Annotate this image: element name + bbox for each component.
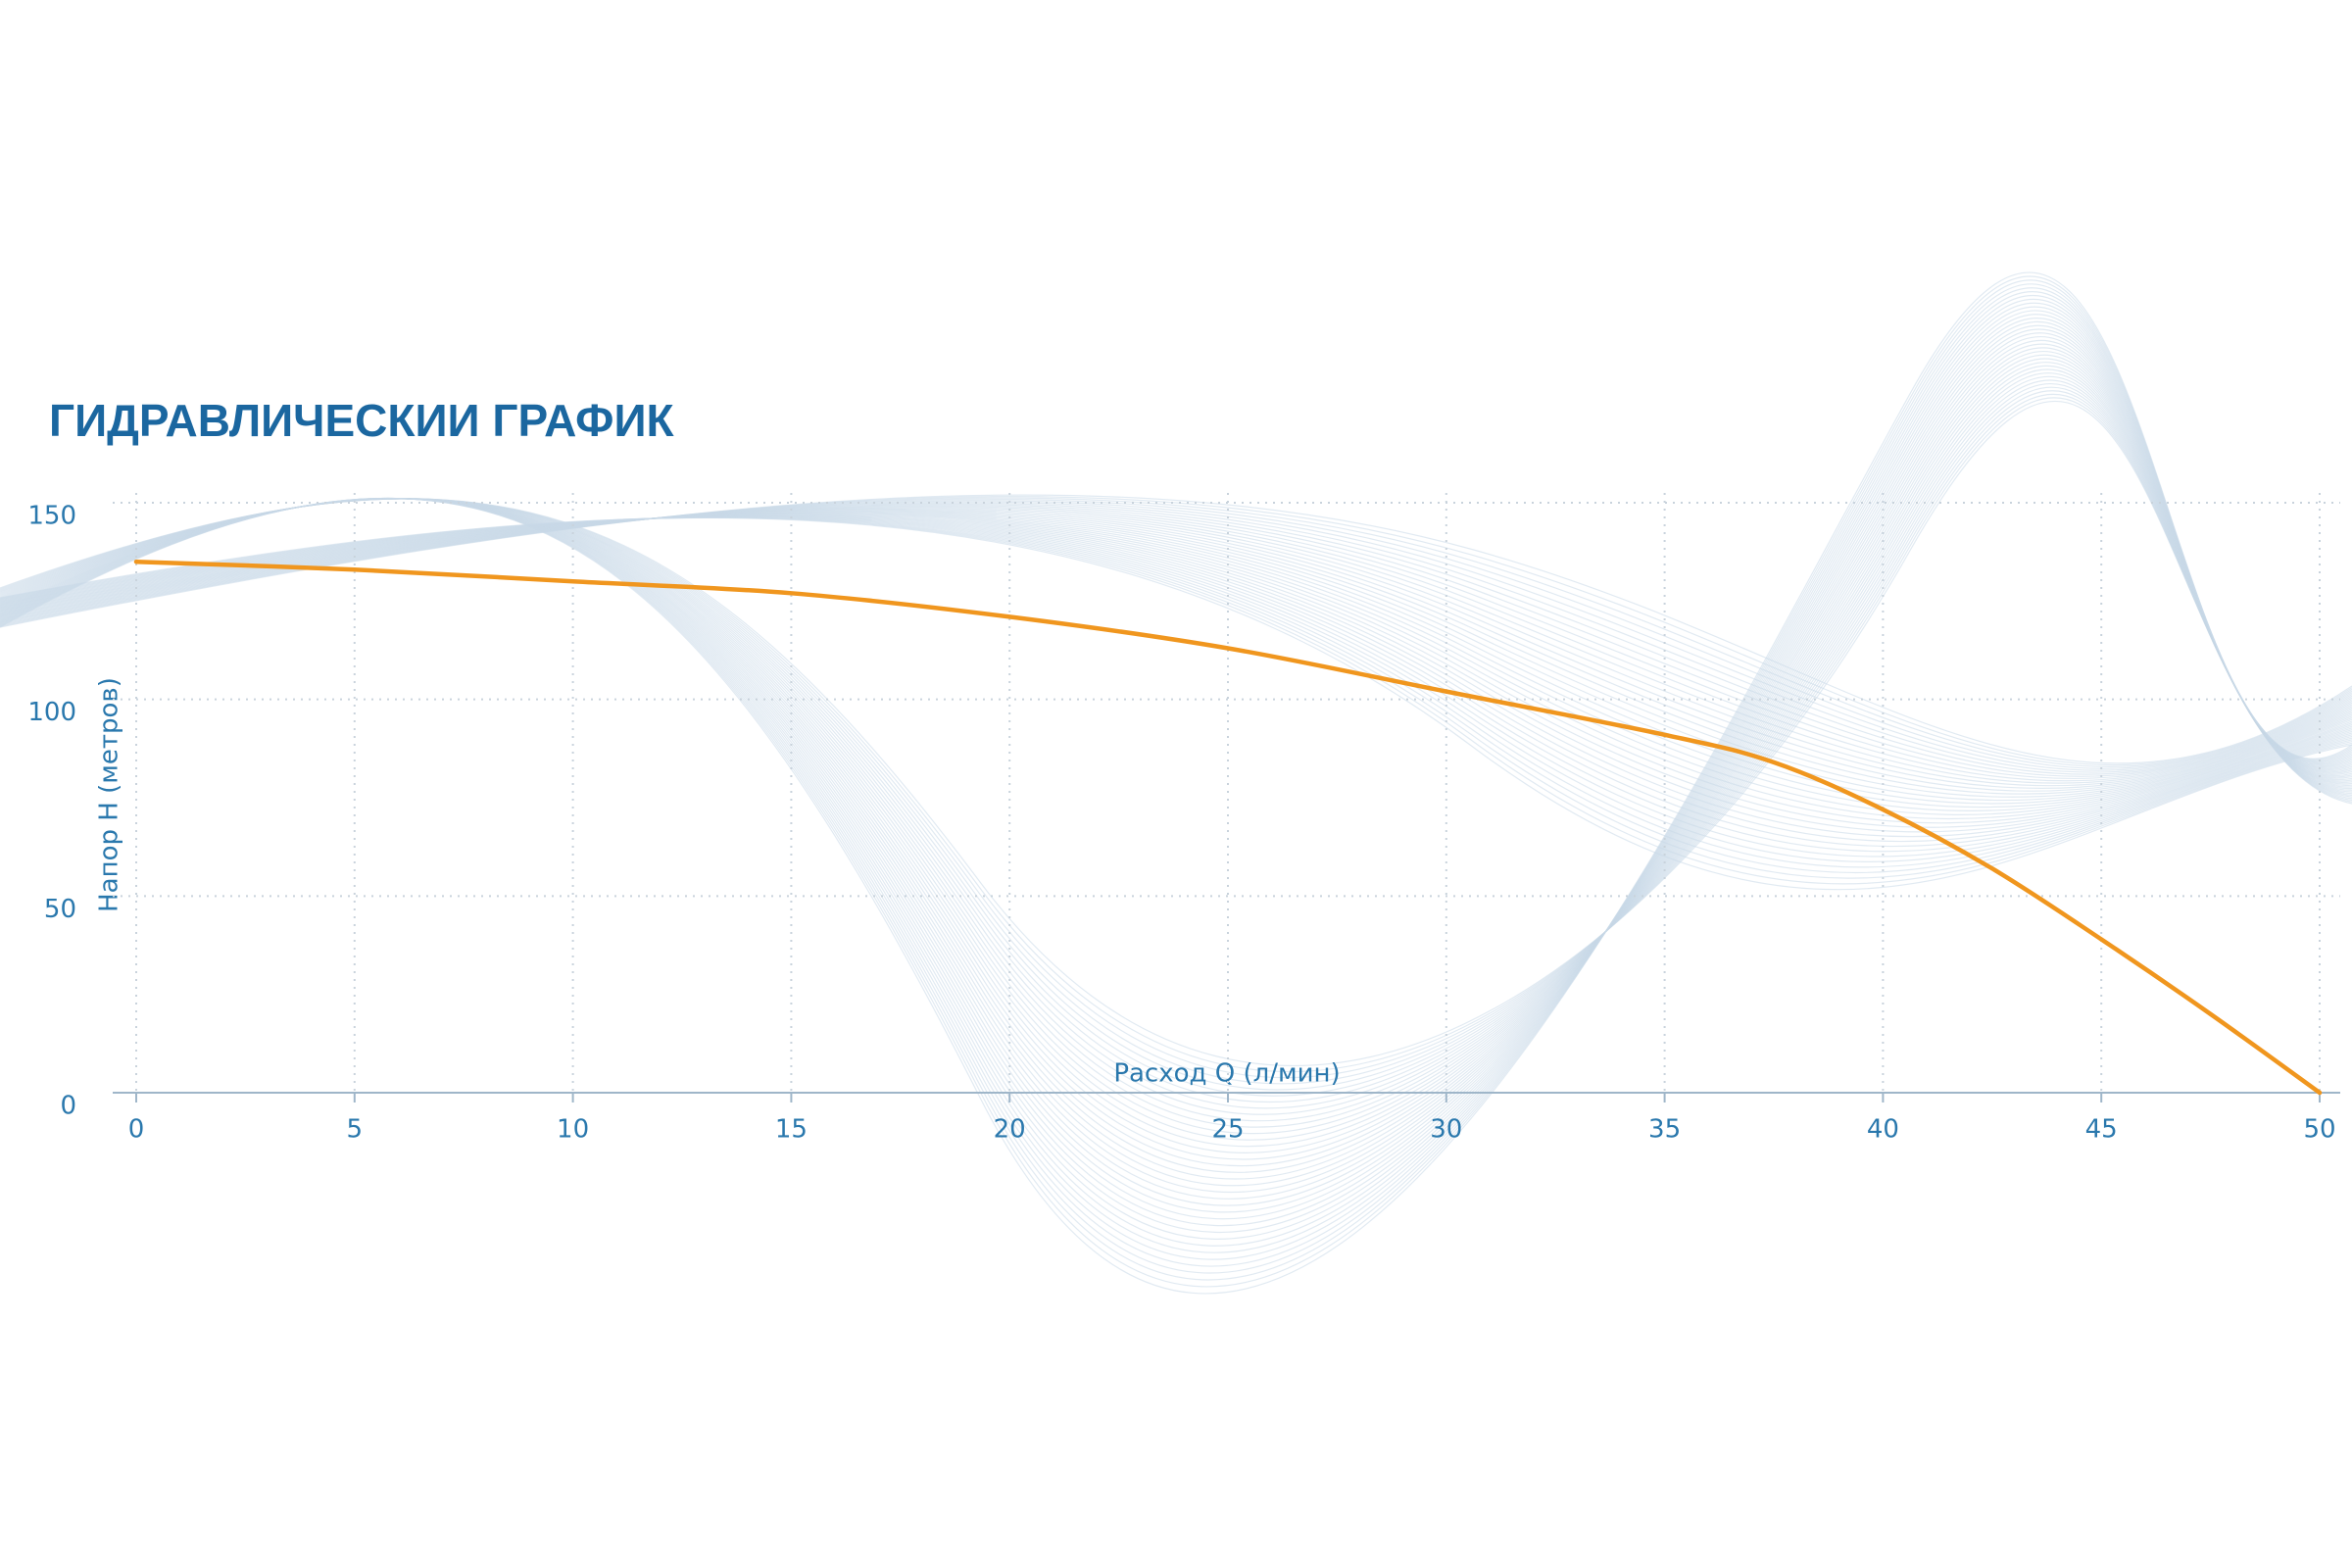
background-wave bbox=[0, 382, 2352, 1097]
background-wave bbox=[0, 368, 2352, 1122]
x-tick-label: 15 bbox=[775, 1115, 808, 1145]
background-wave bbox=[0, 393, 2352, 1079]
background-wave bbox=[0, 310, 2352, 1227]
background-wave bbox=[0, 390, 2352, 1085]
background-wave bbox=[0, 343, 2352, 1167]
background-wave bbox=[0, 386, 2352, 1091]
background-wave bbox=[0, 372, 2352, 1115]
x-tick-label: 35 bbox=[1648, 1115, 1681, 1145]
background-wave bbox=[0, 397, 2352, 1072]
y-tick-label: 0 bbox=[60, 1092, 76, 1121]
chart-title: ГИДРАВЛИЧЕСКИИ ГРАФИК bbox=[49, 395, 675, 446]
x-tick-label: 0 bbox=[128, 1115, 145, 1145]
background-wave bbox=[0, 514, 2352, 833]
x-tick-label: 5 bbox=[347, 1115, 364, 1145]
background-wave bbox=[0, 362, 2352, 1135]
background-wave bbox=[0, 379, 2352, 1103]
background-waves bbox=[0, 271, 2352, 1295]
x-tick-label: 10 bbox=[557, 1115, 589, 1145]
x-tick-label: 20 bbox=[994, 1115, 1026, 1145]
background-wave bbox=[0, 354, 2352, 1148]
y-tick-label: 100 bbox=[27, 698, 76, 727]
background-wave bbox=[0, 498, 2352, 769]
x-tick-label: 30 bbox=[1430, 1115, 1462, 1145]
background-wave bbox=[0, 271, 2352, 1295]
y-tick-label: 50 bbox=[44, 895, 76, 924]
background-wave bbox=[0, 516, 2352, 885]
background-wave bbox=[0, 351, 2352, 1153]
background-wave bbox=[0, 516, 2352, 891]
data-line bbox=[133, 559, 2323, 1096]
background-wave bbox=[0, 514, 2352, 838]
background-wave bbox=[0, 336, 2352, 1180]
background-wave bbox=[0, 514, 2352, 843]
background-wave bbox=[0, 495, 2352, 766]
background-wave bbox=[0, 358, 2352, 1141]
y-tick-label: 150 bbox=[27, 502, 76, 531]
x-tick-label: 45 bbox=[2085, 1115, 2118, 1145]
x-tick-label: 50 bbox=[2303, 1115, 2335, 1145]
y-axis-label: Напор H (метров) bbox=[95, 677, 124, 912]
x-tick-label: 25 bbox=[1211, 1115, 1244, 1145]
x-tick-label: 40 bbox=[1867, 1115, 1899, 1145]
background-wave bbox=[0, 375, 2352, 1109]
